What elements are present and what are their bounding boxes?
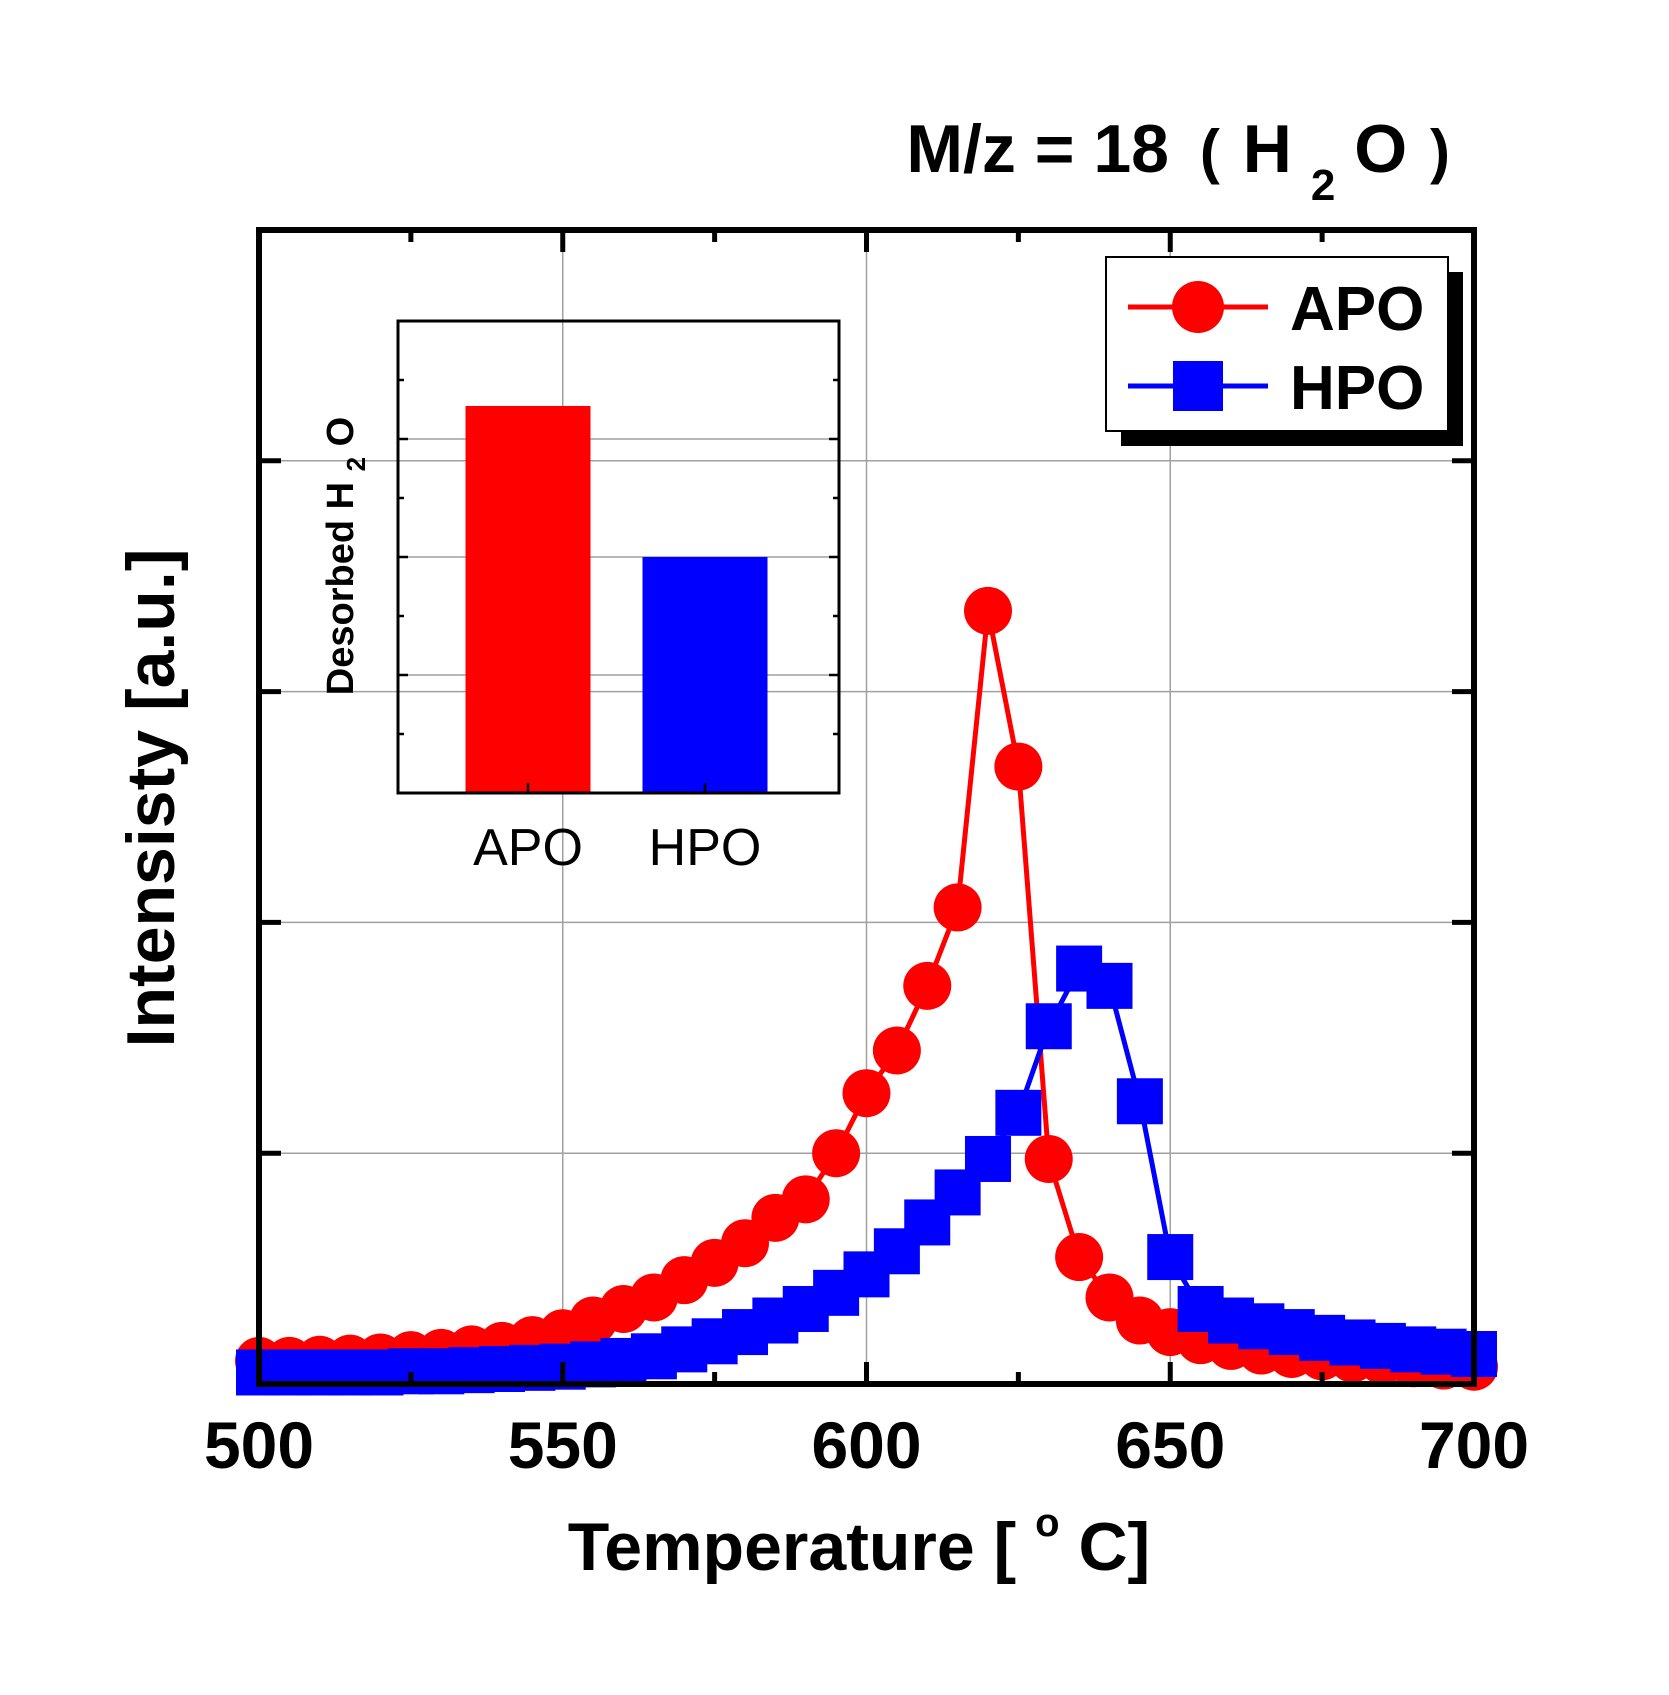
inset-bar-hpo [642, 557, 768, 793]
inset-bar-chart: APO HPO Desorbed H 2 O [320, 319, 841, 877]
inset-category-label: HPO [649, 819, 762, 877]
title-formula-subscript: 2 [1311, 161, 1335, 210]
inset-y-label-text: Desorbed H [320, 482, 362, 695]
main-x-tick-labels: 500 550 600 650 700 [204, 1408, 1529, 1482]
inset-category-labels: APO HPO [473, 819, 761, 877]
inset-y-axis-label: Desorbed H 2 O [320, 417, 374, 695]
main-axis-ticks [256, 230, 1477, 1384]
chart-title: M/z = 18 ( H 2 O ) [906, 111, 1450, 215]
legend-item-apo: APO [1128, 275, 1424, 344]
inset-y-label-o: O [320, 417, 362, 447]
data-point [965, 1135, 1011, 1182]
inset-gridlines [398, 438, 839, 676]
legend: APO HPO [1105, 256, 1463, 446]
y-axis-label: Intensisty [a.u.] [113, 549, 189, 1048]
legend-marker [1173, 361, 1223, 411]
title-open-paren: ( [1200, 118, 1220, 185]
data-point [933, 883, 982, 932]
inset-bar-apo [465, 405, 591, 793]
x-axis-label-unit: C] [1078, 1509, 1150, 1585]
data-point [903, 961, 952, 1010]
series-hpo [236, 945, 1497, 1396]
data-point [842, 1069, 891, 1118]
legend-label: APO [1290, 275, 1424, 344]
legend-item-hpo: HPO [1128, 354, 1424, 423]
legend-marker [1172, 281, 1224, 333]
data-point [872, 1026, 921, 1075]
data-point [1055, 1233, 1104, 1282]
x-axis-label: Temperature [ o C] [568, 1475, 1150, 1585]
inset-category-label: APO [473, 819, 583, 877]
x-tick-label: 600 [811, 1408, 921, 1482]
x-tick-label: 550 [508, 1408, 618, 1482]
data-point [781, 1175, 830, 1224]
legend-label: HPO [1290, 354, 1424, 423]
data-point [1024, 1134, 1073, 1183]
x-axis-label-degree: o [1035, 1501, 1059, 1545]
title-formula-o: O [1354, 111, 1407, 187]
inset-bars [465, 405, 768, 793]
x-tick-label: 650 [1115, 1408, 1225, 1482]
title-main: M/z = 18 [906, 111, 1169, 187]
x-axis-label-text: Temperature [ [568, 1509, 1016, 1585]
data-point [995, 1089, 1042, 1136]
data-point [1086, 962, 1133, 1009]
x-tick-label: 500 [204, 1408, 314, 1482]
data-point [1025, 1003, 1072, 1050]
legend-items: APO HPO [1128, 275, 1424, 423]
main-series-layer [235, 586, 1498, 1396]
x-tick-label: 700 [1419, 1408, 1529, 1482]
inset-y-label-subscript: 2 [341, 457, 371, 471]
data-point [812, 1129, 861, 1178]
data-point [994, 742, 1043, 791]
data-point [1147, 1234, 1194, 1281]
title-close-paren: ) [1430, 118, 1450, 185]
legend-box [1105, 256, 1449, 432]
title-formula-h: H [1243, 111, 1292, 187]
data-point [1116, 1078, 1163, 1125]
inset-axis-ticks [398, 378, 839, 793]
data-point [964, 586, 1012, 635]
